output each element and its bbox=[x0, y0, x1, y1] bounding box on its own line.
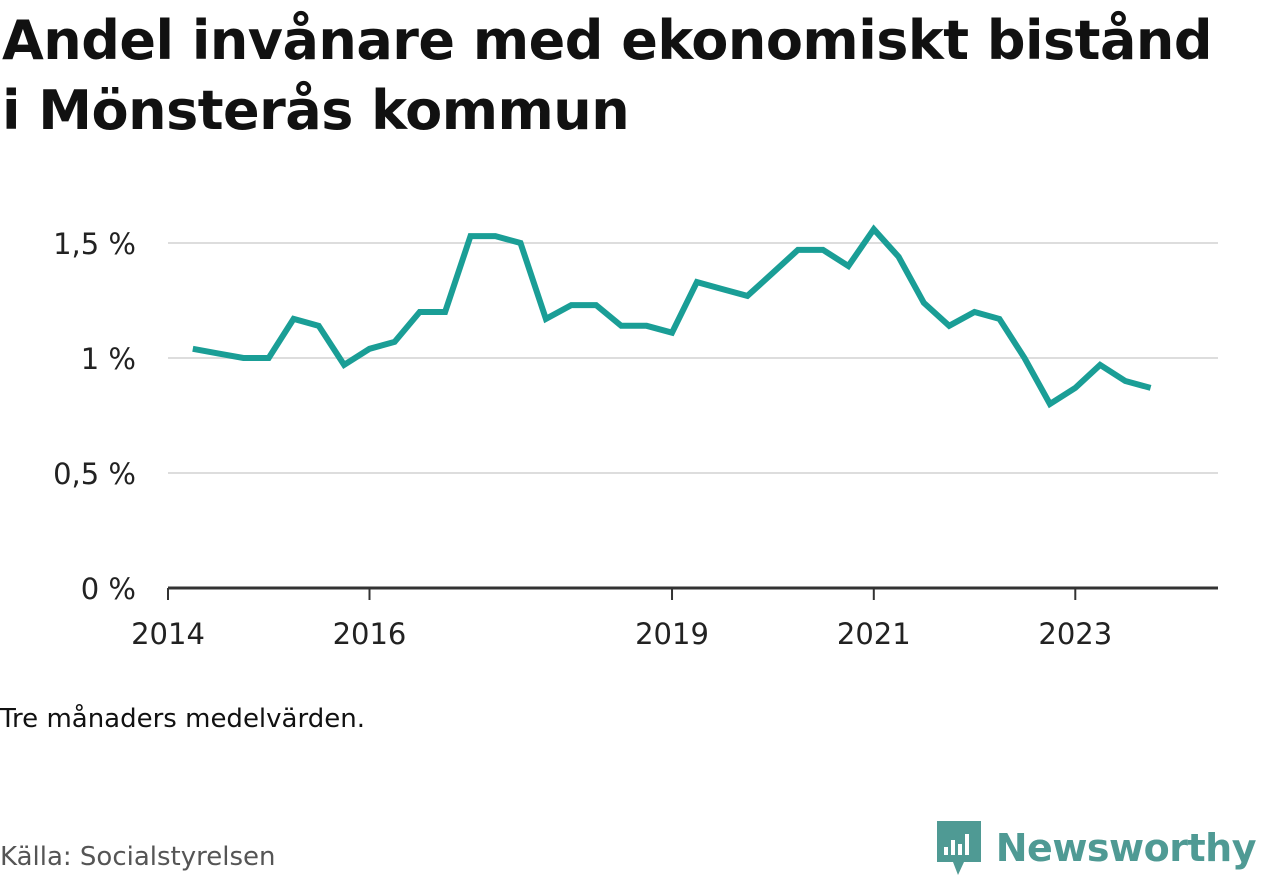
gridlines bbox=[168, 242, 1218, 474]
y-tick-label: 0 % bbox=[81, 572, 136, 606]
newsworthy-logo-icon bbox=[936, 821, 981, 875]
y-axis: 0 % 0,5 % 1 % 1,5 % bbox=[53, 227, 136, 606]
line-chart: 0 % 0,5 % 1 % 1,5 % 2014 2016 2019 2021 2023 bbox=[53, 224, 1218, 651]
chart-note: Tre månaders medelvärden. bbox=[0, 704, 365, 734]
chart-title: Andel invånare med ekonomiskt bistånd i … bbox=[2, 9, 1213, 142]
y-tick-label: 1 % bbox=[81, 342, 136, 376]
series-layer bbox=[192, 224, 1152, 409]
x-axis: 2014 2016 2019 2021 2023 bbox=[131, 586, 1218, 651]
x-tick-label: 2021 bbox=[837, 617, 911, 651]
series-line bbox=[192, 224, 1152, 409]
x-tick-label: 2016 bbox=[333, 617, 407, 651]
x-tick-label: 2019 bbox=[635, 617, 709, 651]
x-tick-label: 2023 bbox=[1038, 617, 1112, 651]
y-tick-label: 0,5 % bbox=[53, 457, 136, 491]
y-tick-label: 1,5 % bbox=[53, 227, 136, 261]
source-text: Källa: Socialstyrelsen bbox=[0, 842, 276, 872]
brand-logo: Newsworthy bbox=[934, 818, 1257, 878]
x-tick-label: 2014 bbox=[131, 617, 205, 651]
brand-name: Newsworthy bbox=[995, 826, 1257, 870]
